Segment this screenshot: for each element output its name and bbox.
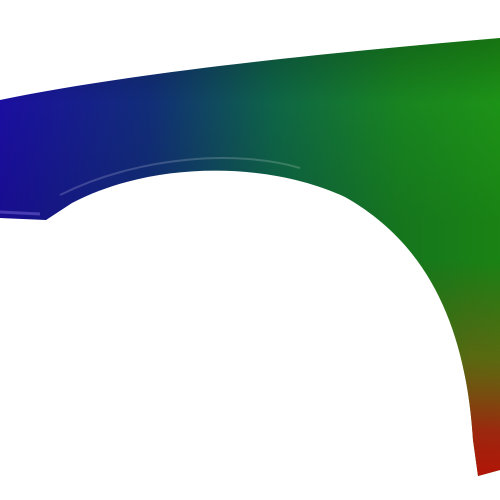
scene [0, 38, 500, 476]
page [0, 38, 500, 476]
fender [0, 38, 500, 476]
